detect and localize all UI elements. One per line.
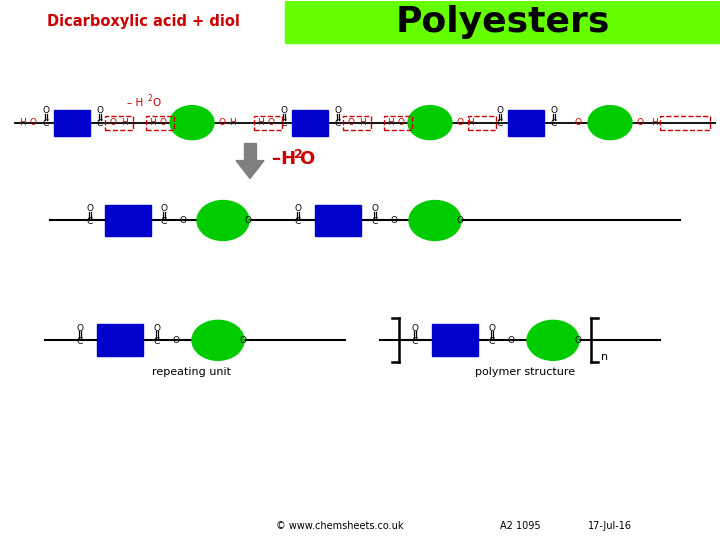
Text: O: O	[153, 324, 161, 333]
Text: O: O	[348, 118, 354, 127]
Text: C: C	[281, 119, 287, 128]
Text: H: H	[387, 118, 393, 127]
Bar	[432, 325, 478, 356]
Polygon shape	[236, 160, 264, 179]
Text: C: C	[154, 337, 160, 346]
Text: repeating unit: repeating unit	[153, 367, 232, 377]
Text: O: O	[335, 106, 341, 115]
Text: O: O	[179, 216, 186, 225]
Text: O: O	[412, 324, 418, 333]
Bar	[292, 110, 328, 136]
Text: O: O	[551, 106, 557, 115]
Text: © www.chemsheets.co.uk: © www.chemsheets.co.uk	[276, 521, 404, 531]
Text: O: O	[30, 118, 37, 127]
Ellipse shape	[408, 106, 452, 140]
Text: C: C	[161, 217, 167, 226]
Text: 2: 2	[294, 147, 302, 160]
Ellipse shape	[588, 106, 632, 140]
Ellipse shape	[409, 200, 461, 240]
Text: O: O	[268, 118, 274, 127]
Bar	[97, 325, 143, 356]
Text: C: C	[77, 337, 83, 346]
Text: C: C	[412, 337, 418, 346]
Text: C: C	[497, 119, 503, 128]
Text: A2 1095: A2 1095	[500, 521, 540, 531]
Text: H: H	[121, 118, 127, 127]
Bar	[285, 1, 720, 43]
Text: O: O	[245, 216, 251, 225]
Text: O: O	[372, 204, 379, 213]
Text: C: C	[489, 337, 495, 346]
Text: O: O	[294, 204, 302, 213]
Ellipse shape	[527, 320, 579, 360]
Ellipse shape	[170, 106, 214, 140]
Text: H: H	[652, 118, 658, 127]
Text: O: O	[497, 106, 503, 115]
Text: C: C	[335, 119, 341, 128]
Text: O: O	[86, 204, 94, 213]
Text: O: O	[160, 118, 166, 127]
Text: C: C	[551, 119, 557, 128]
Text: O: O	[218, 118, 225, 127]
Bar	[315, 205, 361, 237]
Text: O: O	[96, 106, 104, 115]
Text: O: O	[42, 106, 50, 115]
Text: –H: –H	[272, 150, 296, 167]
Text: O: O	[575, 118, 582, 127]
Bar	[508, 110, 544, 136]
Text: O: O	[173, 336, 179, 345]
Text: polymer structure: polymer structure	[475, 367, 575, 377]
Text: C: C	[87, 217, 93, 226]
Text: H: H	[256, 118, 264, 127]
Text: Dicarboxylic acid + diol: Dicarboxylic acid + diol	[47, 14, 240, 29]
Text: n: n	[601, 352, 608, 362]
Text: O: O	[240, 336, 246, 345]
Text: C: C	[43, 119, 49, 128]
Text: H: H	[359, 118, 365, 127]
Text: O: O	[76, 324, 84, 333]
Text: 17-Jul-16: 17-Jul-16	[588, 521, 632, 531]
Text: Polyesters: Polyesters	[396, 5, 610, 39]
Bar	[54, 110, 90, 136]
Text: O: O	[397, 118, 405, 127]
Bar	[105, 205, 151, 237]
Text: O: O	[281, 106, 287, 115]
Text: C: C	[295, 217, 301, 226]
Text: C: C	[372, 217, 378, 226]
Ellipse shape	[197, 200, 249, 240]
Text: H: H	[148, 118, 156, 127]
Text: O: O	[636, 118, 644, 127]
Text: O: O	[109, 118, 117, 127]
Text: H: H	[19, 118, 25, 127]
Text: O: O	[508, 336, 515, 345]
Text: C: C	[97, 119, 103, 128]
Text: 2: 2	[148, 93, 153, 103]
Text: H: H	[230, 118, 236, 127]
Text: H: H	[467, 118, 474, 127]
Text: O: O	[575, 336, 582, 345]
Text: O: O	[161, 204, 168, 213]
Text: O: O	[456, 216, 464, 225]
Bar	[244, 143, 256, 160]
Text: O: O	[299, 150, 314, 167]
Ellipse shape	[192, 320, 244, 360]
Text: O: O	[488, 324, 495, 333]
Text: – H: – H	[127, 98, 143, 107]
Text: O: O	[152, 98, 161, 107]
Text: O: O	[390, 216, 397, 225]
Text: O: O	[456, 118, 464, 127]
